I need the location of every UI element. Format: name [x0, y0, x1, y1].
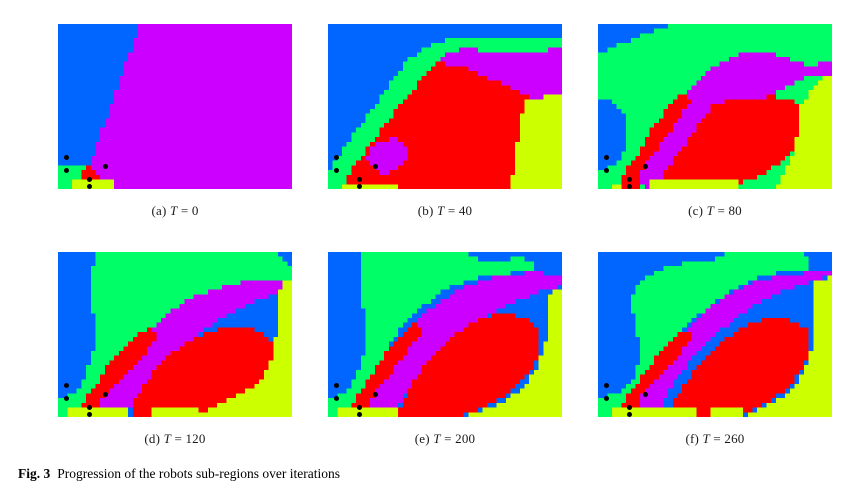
robot-dot: [334, 396, 340, 402]
robot-dot: [86, 411, 92, 417]
robot-dot: [334, 383, 340, 389]
robot-dot: [626, 177, 632, 183]
robot-dot: [64, 155, 70, 161]
region-map-wrap-b: [328, 24, 562, 189]
region-map-wrap-e: [328, 252, 562, 417]
panel-caption-a: (a) T = 0: [58, 203, 292, 219]
robot-dot: [373, 163, 379, 169]
region-map-f: [598, 252, 832, 417]
robot-dot: [604, 168, 610, 174]
robot-dot: [86, 183, 92, 189]
panel-caption-index: (c): [688, 203, 707, 218]
figure-caption-label: Fig. 3: [18, 466, 51, 481]
robot-dot: [626, 183, 632, 189]
robot-dot: [64, 383, 70, 389]
panel-caption-variable: T: [163, 431, 172, 446]
robot-dot: [64, 396, 70, 402]
panel-caption-value: = 260: [709, 431, 745, 446]
robot-dot: [604, 396, 610, 402]
region-map-d: [58, 252, 292, 417]
panel-d: (d) T = 120: [58, 252, 292, 447]
robot-dot: [626, 411, 632, 417]
figure-caption-text: Progression of the robots sub-regions ov…: [57, 466, 340, 481]
panel-caption-index: (e): [414, 431, 434, 446]
region-map-wrap-f: [598, 252, 832, 417]
region-map-wrap-d: [58, 252, 292, 417]
panel-caption-value: = 200: [440, 431, 476, 446]
robot-dot: [356, 183, 362, 189]
panel-c: (c) T = 80: [598, 24, 832, 219]
robot-dot: [86, 177, 92, 183]
panel-a: (a) T = 0: [58, 24, 292, 219]
panel-caption-f: (f) T = 260: [598, 431, 832, 447]
panel-caption-index: (b): [417, 203, 437, 218]
robot-dot: [334, 155, 340, 161]
panel-caption-variable: T: [436, 203, 445, 218]
region-map-b: [328, 24, 562, 189]
robot-dot: [103, 391, 109, 397]
robot-dot: [626, 405, 632, 411]
panel-caption-c: (c) T = 80: [598, 203, 832, 219]
panel-caption-value: = 120: [171, 431, 206, 446]
panel-e: (e) T = 200: [328, 252, 562, 447]
robot-dot: [356, 405, 362, 411]
robot-dot: [86, 405, 92, 411]
region-map-wrap-c: [598, 24, 832, 189]
robot-dot: [643, 163, 649, 169]
region-map-a: [58, 24, 292, 189]
region-map-c: [598, 24, 832, 189]
robot-dot: [604, 383, 610, 389]
panel-caption-variable: T: [433, 431, 441, 446]
panel-caption-e: (e) T = 200: [328, 431, 562, 447]
robot-dot: [356, 177, 362, 183]
region-map-e: [328, 252, 562, 417]
panel-caption-index: (f): [685, 431, 703, 446]
robot-dot: [334, 168, 340, 174]
robot-dot: [64, 168, 70, 174]
panel-caption-index: (d): [144, 431, 164, 446]
robot-dot: [604, 155, 610, 161]
region-map-wrap-a: [58, 24, 292, 189]
panel-caption-variable: T: [706, 203, 715, 218]
panel-caption-d: (d) T = 120: [58, 431, 292, 447]
figure-caption: Fig. 3 Progression of the robots sub-regi…: [18, 466, 340, 482]
panel-f: (f) T = 260: [598, 252, 832, 447]
panel-caption-b: (b) T = 40: [328, 203, 562, 219]
panel-caption-value: = 40: [444, 203, 473, 218]
robot-dot: [643, 391, 649, 397]
panel-caption-value: = 0: [177, 203, 199, 218]
panel-caption-variable: T: [702, 431, 710, 446]
panel-b: (b) T = 40: [328, 24, 562, 219]
robot-dot: [103, 163, 109, 169]
panel-caption-index: (a): [151, 203, 170, 218]
panel-caption-value: = 80: [714, 203, 742, 218]
robot-dot: [373, 391, 379, 397]
robot-dot: [356, 411, 362, 417]
panel-caption-variable: T: [169, 203, 178, 218]
